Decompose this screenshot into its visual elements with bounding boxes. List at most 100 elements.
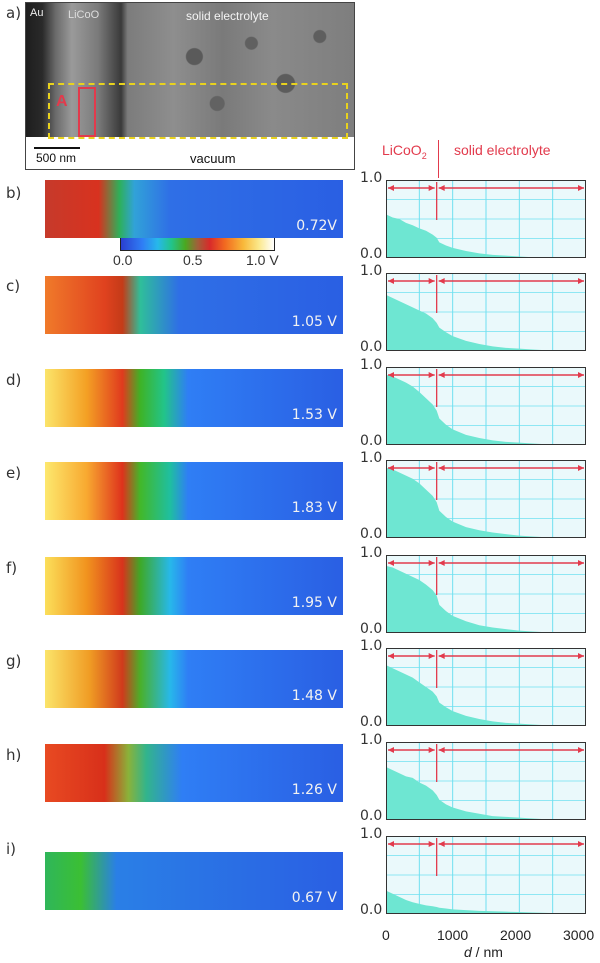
arrowhead bbox=[578, 747, 584, 753]
arrowhead bbox=[438, 841, 445, 847]
arrowhead bbox=[428, 560, 435, 566]
panel-label-i: i) bbox=[6, 840, 17, 858]
voltage-label: 1.83 V bbox=[291, 500, 337, 516]
profile-area bbox=[386, 374, 586, 445]
profile-plot bbox=[386, 367, 586, 445]
panel-label-a: a) bbox=[6, 4, 22, 22]
panel-label-d: d) bbox=[6, 371, 22, 389]
arrowhead bbox=[388, 372, 394, 378]
tem-marker-label: A bbox=[56, 93, 68, 110]
x-tick-label-0: 0 bbox=[382, 927, 390, 943]
arrowhead bbox=[428, 278, 435, 284]
tem-region-box bbox=[48, 83, 348, 139]
arrowhead bbox=[388, 841, 394, 847]
tem-label-licoo: LiCoO bbox=[68, 9, 100, 21]
profile-area bbox=[386, 294, 586, 351]
x-axis-label: d / nm bbox=[464, 944, 503, 960]
voltage-map: 0.72V bbox=[45, 180, 343, 238]
arrowhead bbox=[428, 372, 435, 378]
y-tick-top: 1.0 bbox=[360, 826, 383, 842]
voltage-map: 1.83 V bbox=[45, 462, 343, 520]
profile-plot bbox=[386, 460, 586, 538]
arrowhead bbox=[428, 747, 435, 753]
x-tick-label-2: 2000 bbox=[500, 927, 532, 943]
voltage-map: 1.26 V bbox=[45, 744, 343, 802]
arrowhead bbox=[578, 841, 584, 847]
y-tick-top: 1.0 bbox=[360, 545, 383, 561]
tem-scalebar-label: 500 nm bbox=[36, 151, 77, 165]
plot-frame bbox=[386, 836, 586, 914]
tem-texture bbox=[126, 3, 354, 137]
arrowhead bbox=[388, 465, 394, 471]
profile-area bbox=[386, 766, 586, 820]
y-tick-bottom: 0.0 bbox=[360, 433, 383, 449]
arrowhead bbox=[578, 653, 584, 659]
profile-plot bbox=[386, 648, 586, 726]
colorbar-tick-1: 0.5 bbox=[183, 252, 203, 268]
tem-marker-box bbox=[78, 87, 96, 137]
plot-frame bbox=[386, 367, 586, 445]
arrowhead bbox=[438, 278, 445, 284]
panel-label-g: g) bbox=[6, 652, 22, 670]
panel-label-f: f) bbox=[6, 559, 18, 577]
y-tick-top: 1.0 bbox=[360, 357, 383, 373]
y-tick-bottom: 0.0 bbox=[360, 339, 383, 355]
plot-frame bbox=[386, 742, 586, 820]
arrowhead bbox=[428, 841, 435, 847]
profile-header: LiCoO2 solid electrolyte bbox=[380, 140, 594, 180]
arrowhead bbox=[428, 465, 435, 471]
profile-area bbox=[386, 665, 586, 726]
tem-label-au: Au bbox=[30, 7, 44, 19]
tem-label-solid-electrolyte: solid electrolyte bbox=[186, 9, 269, 23]
tem-vacuum-region bbox=[26, 137, 354, 169]
voltage-label: 0.67 V bbox=[291, 890, 337, 906]
header-licoo2: LiCoO2 bbox=[382, 142, 427, 161]
profile-plot bbox=[386, 555, 586, 633]
arrowhead bbox=[388, 747, 394, 753]
x-tick-label-3: 3000 bbox=[563, 927, 595, 943]
panel-label-e: e) bbox=[6, 464, 22, 482]
colorbar-tick-2: 1.0 V bbox=[246, 252, 279, 268]
y-tick-top: 1.0 bbox=[360, 450, 383, 466]
plot-frame bbox=[386, 460, 586, 538]
profile-area bbox=[386, 214, 586, 258]
y-tick-bottom: 0.0 bbox=[360, 902, 383, 918]
arrowhead bbox=[578, 465, 584, 471]
y-tick-bottom: 0.0 bbox=[360, 714, 383, 730]
profile-plot bbox=[386, 273, 586, 351]
plot-frame bbox=[386, 273, 586, 351]
profile-area bbox=[386, 565, 586, 633]
profile-plot bbox=[386, 180, 586, 258]
arrowhead bbox=[578, 372, 584, 378]
profile-plot bbox=[386, 836, 586, 914]
arrowhead bbox=[438, 747, 445, 753]
tem-scalebar bbox=[34, 147, 80, 149]
arrowhead bbox=[438, 185, 445, 191]
header-divider bbox=[438, 140, 439, 178]
voltage-map: 1.95 V bbox=[45, 557, 343, 615]
panel-label-h: h) bbox=[6, 746, 22, 764]
y-tick-top: 1.0 bbox=[360, 263, 383, 279]
voltage-label: 1.53 V bbox=[291, 407, 337, 423]
arrowhead bbox=[578, 560, 584, 566]
arrowhead bbox=[388, 278, 394, 284]
y-tick-bottom: 0.0 bbox=[360, 621, 383, 637]
header-solid-electrolyte: solid electrolyte bbox=[454, 142, 551, 158]
arrowhead bbox=[438, 465, 445, 471]
plot-frame bbox=[386, 648, 586, 726]
voltage-map: 0.67 V bbox=[45, 852, 343, 910]
arrowhead bbox=[388, 560, 394, 566]
colorbar-tick-0: 0.0 bbox=[113, 252, 133, 268]
arrowhead bbox=[578, 278, 584, 284]
profile-plot bbox=[386, 742, 586, 820]
arrowhead bbox=[438, 372, 445, 378]
x-tick-label-1: 1000 bbox=[437, 927, 469, 943]
arrowhead bbox=[438, 560, 445, 566]
tem-image: Au LiCoO solid electrolyte A 500 nm vacu… bbox=[25, 2, 355, 170]
arrowhead bbox=[578, 185, 584, 191]
plot-frame bbox=[386, 180, 586, 258]
voltage-map: 1.53 V bbox=[45, 369, 343, 427]
voltage-label: 1.05 V bbox=[291, 314, 337, 330]
voltage-map: 1.48 V bbox=[45, 650, 343, 708]
arrowhead bbox=[438, 653, 445, 659]
